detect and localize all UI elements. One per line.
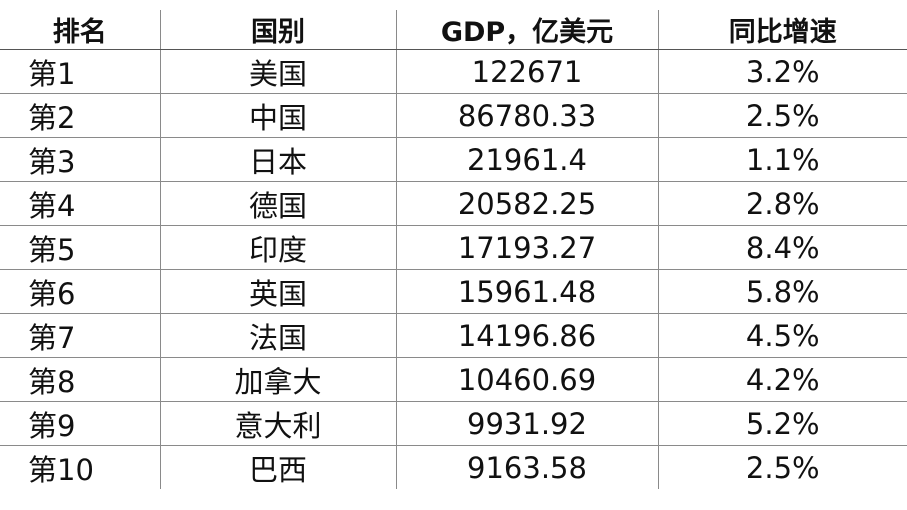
growth-cell: 5.2% — [657, 401, 907, 446]
growth-cell: 8.4% — [657, 225, 907, 270]
gdp-cell: 15961.48 — [395, 269, 659, 314]
header-country: 国别 — [159, 10, 397, 50]
table-row: 第9 意大利 9931.92 5.2% — [0, 401, 907, 446]
table-row: 第6 英国 15961.48 5.8% — [0, 269, 907, 314]
table-row: 第1 美国 122671 3.2% — [0, 49, 907, 94]
growth-cell: 4.2% — [657, 357, 907, 402]
growth-cell: 3.2% — [657, 49, 907, 94]
growth-cell: 2.5% — [657, 445, 907, 489]
table-row: 第5 印度 17193.27 8.4% — [0, 225, 907, 270]
table-row: 第4 德国 20582.25 2.8% — [0, 181, 907, 226]
country-cell: 美国 — [159, 49, 397, 94]
growth-cell: 5.8% — [657, 269, 907, 314]
gdp-cell: 21961.4 — [395, 137, 659, 182]
gdp-cell: 86780.33 — [395, 93, 659, 138]
gdp-cell: 10460.69 — [395, 357, 659, 402]
gdp-ranking-table-container: 排名 国别 GDP，亿美元 同比增速 第1 美国 122671 3.2% 第2 … — [0, 10, 907, 489]
header-growth: 同比增速 — [657, 10, 907, 50]
header-gdp: GDP，亿美元 — [395, 10, 659, 50]
country-cell: 法国 — [159, 313, 397, 358]
rank-cell: 第7 — [0, 313, 161, 358]
gdp-cell: 9163.58 — [395, 445, 659, 489]
rank-cell: 第1 — [0, 49, 161, 94]
country-cell: 加拿大 — [159, 357, 397, 402]
table-row: 第2 中国 86780.33 2.5% — [0, 93, 907, 138]
rank-cell: 第4 — [0, 181, 161, 226]
rank-cell: 第5 — [0, 225, 161, 270]
table-row: 第10 巴西 9163.58 2.5% — [0, 445, 907, 489]
gdp-cell: 14196.86 — [395, 313, 659, 358]
rank-cell: 第9 — [0, 401, 161, 446]
gdp-cell: 20582.25 — [395, 181, 659, 226]
table-body: 第1 美国 122671 3.2% 第2 中国 86780.33 2.5% 第3… — [0, 49, 907, 489]
gdp-cell: 17193.27 — [395, 225, 659, 270]
rank-cell: 第3 — [0, 137, 161, 182]
rank-cell: 第8 — [0, 357, 161, 402]
country-cell: 日本 — [159, 137, 397, 182]
rank-cell: 第6 — [0, 269, 161, 314]
header-rank: 排名 — [0, 10, 161, 50]
gdp-cell: 122671 — [395, 49, 659, 94]
growth-cell: 1.1% — [657, 137, 907, 182]
country-cell: 印度 — [159, 225, 397, 270]
country-cell: 意大利 — [159, 401, 397, 446]
gdp-ranking-table: 排名 国别 GDP，亿美元 同比增速 第1 美国 122671 3.2% 第2 … — [0, 10, 907, 489]
table-row: 第7 法国 14196.86 4.5% — [0, 313, 907, 358]
growth-cell: 4.5% — [657, 313, 907, 358]
rank-cell: 第10 — [0, 445, 161, 489]
country-cell: 英国 — [159, 269, 397, 314]
gdp-cell: 9931.92 — [395, 401, 659, 446]
table-header-row: 排名 国别 GDP，亿美元 同比增速 — [0, 10, 907, 50]
growth-cell: 2.8% — [657, 181, 907, 226]
country-cell: 德国 — [159, 181, 397, 226]
country-cell: 巴西 — [159, 445, 397, 489]
rank-cell: 第2 — [0, 93, 161, 138]
growth-cell: 2.5% — [657, 93, 907, 138]
table-row: 第8 加拿大 10460.69 4.2% — [0, 357, 907, 402]
table-row: 第3 日本 21961.4 1.1% — [0, 137, 907, 182]
country-cell: 中国 — [159, 93, 397, 138]
